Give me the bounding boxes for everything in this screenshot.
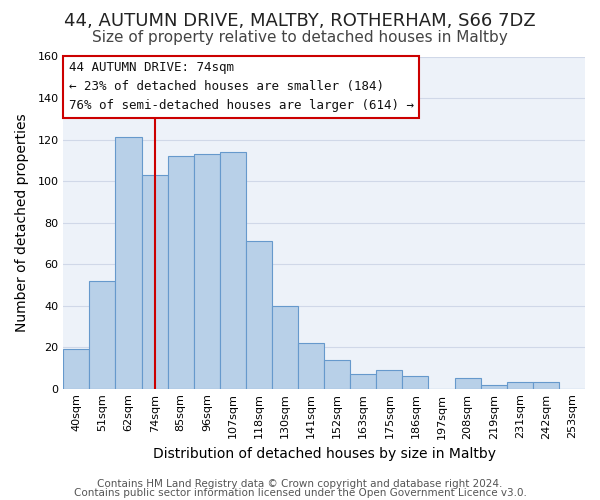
Text: 44 AUTUMN DRIVE: 74sqm
← 23% of detached houses are smaller (184)
76% of semi-de: 44 AUTUMN DRIVE: 74sqm ← 23% of detached…: [68, 62, 413, 112]
Text: Contains HM Land Registry data © Crown copyright and database right 2024.: Contains HM Land Registry data © Crown c…: [97, 479, 503, 489]
Bar: [403, 376, 428, 388]
Bar: [115, 138, 142, 388]
Bar: [350, 374, 376, 388]
Bar: [533, 382, 559, 388]
X-axis label: Distribution of detached houses by size in Maltby: Distribution of detached houses by size …: [152, 447, 496, 461]
Text: Contains public sector information licensed under the Open Government Licence v3: Contains public sector information licen…: [74, 488, 526, 498]
Bar: [376, 370, 403, 388]
Y-axis label: Number of detached properties: Number of detached properties: [15, 114, 29, 332]
Bar: [272, 306, 298, 388]
Bar: [455, 378, 481, 388]
Bar: [507, 382, 533, 388]
Bar: [246, 242, 272, 388]
Bar: [142, 175, 167, 388]
Bar: [298, 343, 324, 388]
Bar: [194, 154, 220, 388]
Text: Size of property relative to detached houses in Maltby: Size of property relative to detached ho…: [92, 30, 508, 45]
Bar: [481, 384, 507, 388]
Bar: [324, 360, 350, 388]
Bar: [167, 156, 194, 388]
Bar: [89, 280, 115, 388]
Bar: [220, 152, 246, 388]
Text: 44, AUTUMN DRIVE, MALTBY, ROTHERHAM, S66 7DZ: 44, AUTUMN DRIVE, MALTBY, ROTHERHAM, S66…: [64, 12, 536, 30]
Bar: [64, 349, 89, 389]
